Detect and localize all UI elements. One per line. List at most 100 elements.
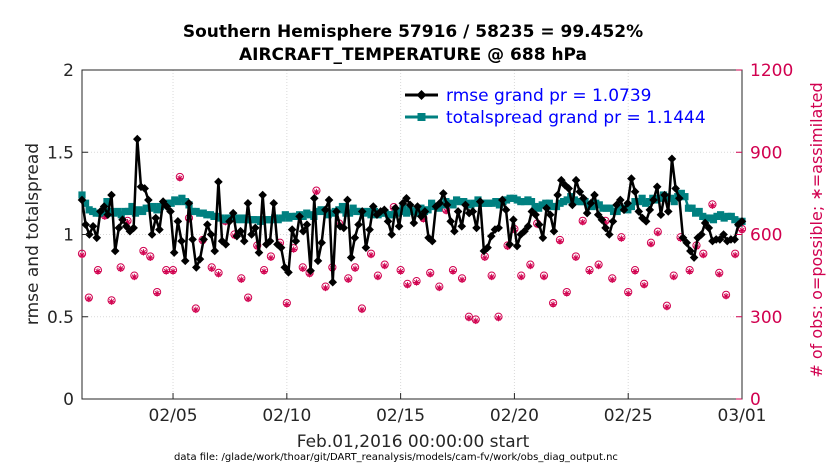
axis-ticks: 02/05 02/10 02/15 02/20 02/25 03/0100.511.520… (47, 61, 793, 426)
obs-assimilated-point (481, 254, 489, 262)
obs-assimilated-stroke (284, 301, 290, 308)
obs-assimilated-stroke (177, 175, 183, 181)
obs-assimilated-stroke (625, 290, 631, 297)
obs-assimilated-stroke (268, 255, 274, 261)
rmse-point (357, 207, 367, 216)
x-tick-label: 02/15 (376, 406, 425, 426)
rmse-point (512, 241, 522, 251)
rmse-point (236, 226, 245, 236)
rmse-point (107, 190, 116, 200)
rmse-point (250, 223, 260, 233)
rmse-point (383, 217, 393, 226)
obs-assimilated-stroke (352, 266, 358, 272)
rmse-point (309, 194, 319, 203)
rmse-point (166, 207, 175, 216)
obs-assimilated-stroke (436, 285, 442, 291)
rmse-point (203, 220, 212, 229)
rmse-point (214, 177, 223, 187)
obs-assimilated-stroke (300, 266, 306, 272)
rmse-point (284, 268, 293, 277)
rmse-point (151, 213, 161, 223)
obs-assimilated-point (322, 284, 329, 292)
y2-tick-label: 600 (750, 226, 782, 246)
y2-tick-label: 900 (750, 143, 782, 163)
totalspread-point (449, 201, 457, 209)
rmse-point (568, 200, 577, 210)
rmse-point (177, 236, 186, 246)
obs-assimilated-point (147, 254, 154, 262)
rmse-point (217, 236, 227, 246)
obs-assimilated-stroke (466, 315, 472, 321)
rmse-point (162, 202, 172, 211)
rmse-point (129, 223, 138, 233)
obs-assimilated-stroke (632, 268, 638, 275)
obs-assimilated-stroke (118, 266, 124, 272)
obs-assimilated-point (85, 295, 93, 303)
rmse-point (184, 198, 194, 208)
rmse-point (416, 212, 426, 221)
rmse-point (575, 187, 585, 197)
obs-assimilated-stroke (215, 271, 222, 277)
obs-assimilated-stroke (86, 296, 92, 302)
rmse-point (523, 221, 533, 231)
obs-assimilated-stroke (648, 241, 654, 247)
rmse-point (468, 207, 478, 216)
rmse-point (391, 203, 400, 213)
obs-assimilated-point (738, 227, 746, 234)
obs-assimilated-point (472, 317, 479, 325)
rmse-point (453, 207, 463, 216)
rmse-point (730, 235, 739, 244)
obs-assimilated-point (572, 254, 580, 262)
chart-title: Southern Hemisphere 57916 / 58235 = 99.4… (183, 22, 643, 42)
obs-assimilated-stroke (709, 203, 716, 209)
obs-assimilated-point (374, 273, 382, 281)
obs-assimilated-stroke (596, 263, 602, 269)
obs-assimilated-point (140, 249, 147, 256)
totalspread-point (345, 209, 354, 217)
y2-axis-label: # of obs: o=possible; ∗=assimilated (807, 82, 826, 377)
rmse-point (324, 195, 334, 205)
obs-assimilated-stroke (664, 304, 670, 310)
rmse-point (435, 198, 444, 208)
rmse-point (144, 195, 153, 205)
rmse-point (158, 197, 168, 206)
data-file-note: data file: /glade/work/thoar/git/DART_re… (174, 452, 618, 463)
rmse-point (306, 266, 315, 275)
rmse-point (627, 174, 636, 183)
rmse-point (450, 226, 459, 236)
totalspread-point (413, 209, 421, 217)
rmse-point (604, 230, 614, 239)
rmse-point (527, 207, 537, 216)
obs-assimilated-point (436, 284, 443, 292)
rmse-point (210, 246, 220, 256)
obs-assimilated-point (351, 265, 359, 272)
rmse-point (192, 263, 201, 272)
totalspread-point (124, 207, 132, 216)
obs-assimilated-point (299, 265, 306, 272)
rmse-point (461, 200, 470, 210)
rmse-point (365, 225, 374, 234)
rmse-point (494, 223, 503, 233)
obs-assimilated-point (716, 271, 723, 278)
rmse-point (405, 200, 415, 210)
rmse-point (346, 253, 356, 262)
rmse-point (273, 240, 282, 249)
totalspread-point (627, 202, 636, 211)
rmse-point (291, 236, 301, 246)
obs-assimilated-point (722, 292, 730, 300)
rmse-point (630, 187, 640, 197)
rmse-point (686, 246, 695, 256)
rmse-point (678, 233, 688, 243)
obs-assimilated-stroke (359, 307, 365, 313)
obs-assimilated-point (215, 271, 222, 278)
rmse-point (571, 175, 581, 185)
obs-assimilated-point (404, 282, 411, 289)
rmse-point (641, 217, 651, 226)
obs-assimilated-stroke (193, 307, 199, 313)
rmse-point (328, 277, 338, 287)
obs-assimilated-stroke (108, 299, 115, 305)
rmse-point (483, 243, 492, 252)
rmse-point (85, 230, 94, 239)
obs-assimilated-point (495, 314, 502, 322)
obs-assimilated-stroke (238, 277, 244, 283)
